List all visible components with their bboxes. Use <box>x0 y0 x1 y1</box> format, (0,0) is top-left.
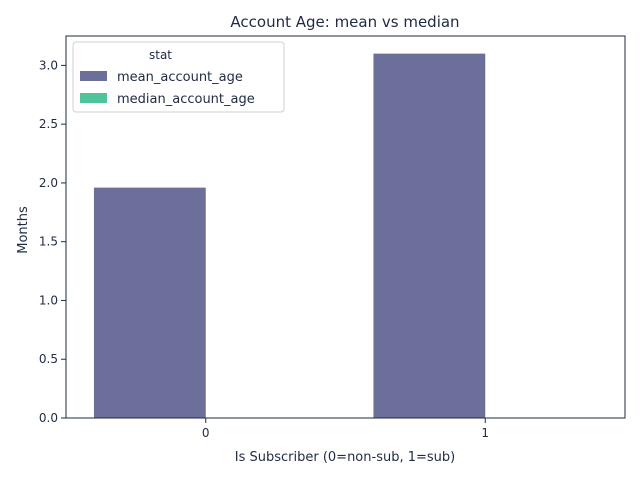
y-tick-label: 2.5 <box>39 117 58 131</box>
y-tick-label: 0.0 <box>39 411 58 425</box>
bar-mean_account_age-0 <box>93 187 206 418</box>
legend-label-mean_account_age: mean_account_age <box>117 70 243 85</box>
chart-title: Account Age: mean vs median <box>230 13 459 31</box>
y-tick-label: 2.0 <box>39 176 58 190</box>
legend-title: stat <box>149 48 172 62</box>
legend-label-median_account_age: median_account_age <box>117 92 255 107</box>
legend-box <box>72 41 285 113</box>
x-axis-label: Is Subscriber (0=non-sub, 1=sub) <box>235 450 455 465</box>
y-tick-label: 3.0 <box>39 58 58 72</box>
x-tick-label: 0 <box>202 426 210 440</box>
y-axis-label: Months <box>16 206 31 254</box>
y-tick-label: 1.5 <box>39 235 58 249</box>
legend: stat mean_account_age median_account_age <box>72 41 285 113</box>
plot-frame <box>65 35 626 419</box>
x-tick-label: 1 <box>481 426 489 440</box>
plot-area: 0.0 0.5 1.0 1.5 2.0 2.5 3.0 0 1 <box>39 35 626 440</box>
y-tick-label: 1.0 <box>39 293 58 307</box>
legend-swatch-mean_account_age <box>80 71 107 81</box>
y-tick-label: 0.5 <box>39 352 58 366</box>
legend-swatch-median_account_age <box>80 93 107 103</box>
bar-mean_account_age-1 <box>373 53 486 418</box>
